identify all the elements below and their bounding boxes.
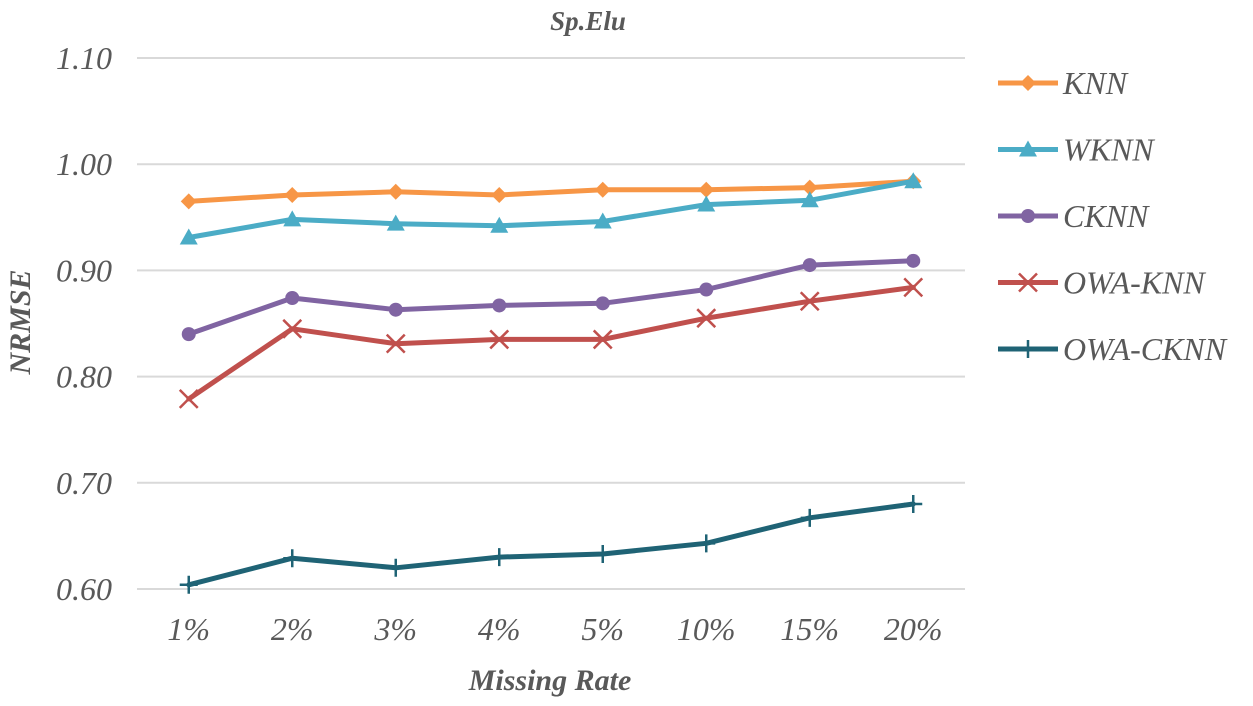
- data-point: [906, 253, 921, 268]
- legend-label: OWA-CKNN: [1063, 331, 1228, 367]
- y-tick-label: 1.10: [56, 40, 112, 76]
- legend-item: KNN: [998, 65, 1129, 101]
- data-point: [698, 181, 715, 198]
- data-point: [904, 495, 923, 514]
- x-tick-label: 5%: [581, 611, 624, 647]
- data-point: [489, 329, 510, 350]
- y-tick-label: 0.90: [56, 252, 112, 288]
- series-line: [186, 258, 916, 337]
- series-knn: [180, 173, 922, 210]
- data-point: [799, 291, 820, 312]
- data-point: [904, 172, 923, 189]
- y-tick-label: 0.70: [56, 465, 112, 501]
- data-point: [801, 179, 818, 196]
- x-tick-label: 4%: [478, 611, 521, 647]
- data-point: [490, 548, 509, 567]
- x-tick-label: 2%: [271, 611, 314, 647]
- x-axis-ticks: 1% 2% 3% 4% 5% 10% 15% 20%: [167, 611, 942, 647]
- data-point: [594, 181, 611, 198]
- legend-marker: [1018, 272, 1038, 293]
- data-point: [283, 549, 302, 568]
- legend-item: CKNN: [998, 198, 1150, 234]
- data-point: [179, 575, 198, 594]
- y-axis-title: NRMSE: [4, 269, 37, 375]
- data-point: [388, 302, 403, 317]
- legend-item: OWA-KNN: [998, 265, 1206, 301]
- data-point: [385, 333, 406, 354]
- x-axis-title: Missing Rate: [468, 664, 632, 697]
- data-point: [490, 216, 509, 233]
- data-point: [284, 186, 301, 203]
- y-tick-label: 1.00: [56, 146, 112, 182]
- data-point: [285, 291, 300, 306]
- gridlines: [137, 57, 965, 590]
- legend-label: WKNN: [1063, 132, 1155, 168]
- data-point: [802, 258, 817, 273]
- chart-title: Sp.Elu: [550, 6, 626, 36]
- data-point: [593, 544, 612, 563]
- legend: KNN WKNN CKNN OWA-KNN OWA-CKNN: [998, 65, 1228, 367]
- series-line: [186, 178, 916, 240]
- x-tick-label: 3%: [373, 611, 417, 647]
- data-point: [180, 193, 197, 210]
- legend-label: KNN: [1062, 65, 1129, 101]
- data-point: [386, 558, 405, 577]
- data-point: [491, 186, 508, 203]
- series-line: [186, 178, 916, 204]
- x-tick-label: 20%: [884, 611, 943, 647]
- data-point: [699, 282, 714, 297]
- legend-label: OWA-KNN: [1063, 265, 1206, 301]
- series-wknn: [179, 172, 923, 245]
- y-axis-ticks: 0.60 0.70 0.80 0.90 1.00 1.10: [56, 40, 112, 607]
- x-tick-label: 15%: [780, 611, 839, 647]
- x-tick-label: 10%: [677, 611, 736, 647]
- data-point: [282, 318, 303, 339]
- x-tick-label: 1%: [167, 611, 210, 647]
- legend-marker: [1020, 75, 1036, 91]
- data-point: [595, 296, 610, 311]
- data-point: [800, 508, 819, 527]
- series-cknn: [181, 253, 921, 342]
- legend-item: WKNN: [998, 132, 1155, 168]
- legend-marker: [1021, 209, 1035, 223]
- data-point: [386, 214, 405, 231]
- legend-item: OWA-CKNN: [998, 331, 1228, 367]
- y-tick-label: 0.60: [56, 571, 112, 607]
- series-owa-cknn: [179, 495, 923, 594]
- data-point: [387, 183, 404, 200]
- data-point: [696, 308, 717, 329]
- legend-marker: [1019, 140, 1037, 157]
- legend-label: CKNN: [1063, 198, 1150, 234]
- data-point: [492, 298, 507, 313]
- y-tick-label: 0.80: [56, 359, 112, 395]
- data-point: [697, 195, 716, 212]
- data-point: [903, 277, 924, 298]
- data-point: [283, 210, 302, 227]
- data-point: [179, 228, 198, 245]
- legend-marker: [1019, 340, 1037, 358]
- data-point: [178, 389, 199, 409]
- data-point: [800, 191, 819, 208]
- series-lines: [178, 172, 924, 594]
- data-point: [592, 329, 613, 350]
- series-line: [186, 284, 916, 402]
- data-point: [181, 327, 196, 342]
- data-point: [697, 534, 716, 553]
- data-point: [593, 212, 612, 229]
- series-owa-knn: [178, 277, 924, 409]
- series-line: [186, 501, 916, 588]
